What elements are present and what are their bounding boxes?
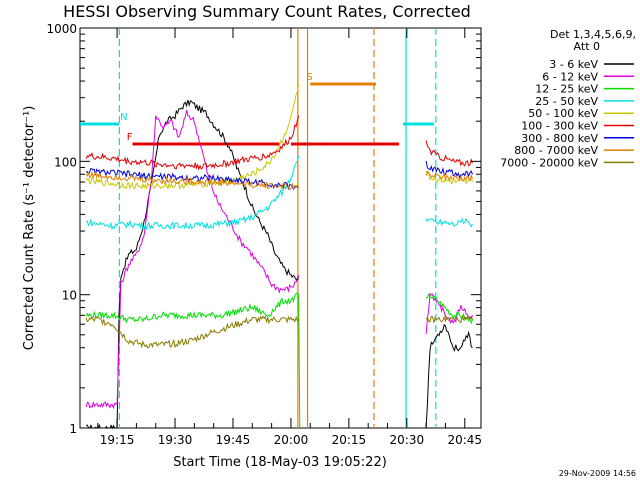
series-line bbox=[85, 109, 300, 410]
x-tick-label: 20:15 bbox=[332, 433, 367, 447]
plot-frame bbox=[79, 27, 482, 429]
y-tick-label: 100 bbox=[54, 155, 77, 169]
legend-label: 300 - 800 keV bbox=[521, 132, 598, 145]
series-line-late bbox=[425, 292, 473, 335]
legend-label: 25 - 50 keV bbox=[535, 95, 598, 108]
legend-label: 100 - 300 keV bbox=[521, 120, 598, 133]
series-line bbox=[85, 170, 300, 191]
legend-label: 50 - 100 keV bbox=[528, 107, 598, 120]
series-line-late bbox=[425, 323, 473, 429]
x-tick-label: 20:45 bbox=[447, 433, 482, 447]
legend-label: 7000 - 20000 keV bbox=[500, 156, 598, 169]
series-line bbox=[85, 115, 300, 171]
y-axis-label: Corrected Count Rate (s⁻¹ detector⁻¹) bbox=[22, 106, 37, 351]
y-tick-label: 1 bbox=[69, 422, 77, 436]
series-line bbox=[86, 155, 300, 231]
flag-label-f: F bbox=[127, 132, 133, 143]
x-tick-label: 19:15 bbox=[100, 433, 135, 447]
chart-title: HESSI Observing Summary Count Rates, Cor… bbox=[63, 2, 471, 21]
x-axis-label: Start Time (18-May-03 19:05:22) bbox=[173, 455, 387, 470]
flag-label-n: N bbox=[120, 112, 127, 123]
series-line-late bbox=[425, 314, 473, 324]
axis-ticks: 19:15 19:30 19:45 20:00 20:15 20:30 20:45 1 10 10… bbox=[46, 22, 482, 447]
y-tick-label: 1000 bbox=[46, 22, 77, 36]
series-line-late bbox=[425, 160, 473, 179]
y-tick-label: 10 bbox=[62, 289, 77, 303]
footer-date: 29-Nov-2009 14:56 bbox=[559, 469, 636, 478]
legend-label: 800 - 7000 keV bbox=[514, 144, 598, 157]
x-tick-label: 19:45 bbox=[216, 433, 251, 447]
legend-header-line2: Att 0 bbox=[574, 40, 600, 53]
series-line bbox=[85, 315, 300, 349]
legend-label: 6 - 12 keV bbox=[542, 70, 598, 83]
series-line bbox=[86, 99, 300, 430]
series-line bbox=[86, 168, 299, 191]
series-line-late bbox=[425, 140, 473, 167]
series-line-late bbox=[425, 217, 473, 228]
series-line bbox=[85, 83, 300, 190]
x-tick-label: 20:30 bbox=[390, 433, 425, 447]
legend-label: 12 - 25 keV bbox=[535, 83, 598, 96]
x-tick-label: 19:30 bbox=[158, 433, 193, 447]
x-tick-label: 20:00 bbox=[274, 433, 309, 447]
plot-area: NF S bbox=[80, 28, 473, 430]
series-line-late bbox=[425, 170, 473, 182]
legend-label: 3 - 6 keV bbox=[549, 58, 598, 71]
flag-label-s: S bbox=[306, 72, 312, 83]
series-line-late bbox=[425, 293, 473, 325]
legend-header-line1: Det 1,3,4,5,6,9, bbox=[550, 28, 636, 41]
series-line bbox=[85, 292, 301, 429]
